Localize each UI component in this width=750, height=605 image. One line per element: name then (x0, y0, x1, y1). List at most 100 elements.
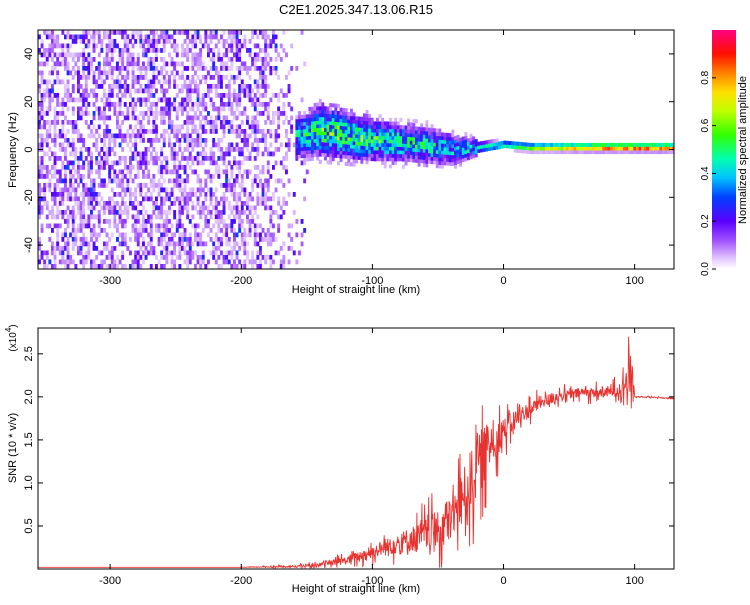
heat-cell (287, 192, 291, 197)
heat-cell (264, 120, 268, 125)
heat-cell (175, 70, 179, 76)
heat-cell (217, 115, 221, 121)
heat-cell (220, 34, 223, 40)
heat-cell (116, 201, 119, 206)
heat-cell (430, 127, 434, 132)
heat-cell (417, 126, 421, 131)
heat-cell (399, 139, 403, 144)
heat-cell (269, 205, 273, 211)
heat-cell (108, 174, 112, 179)
heat-cell (298, 115, 301, 120)
heat-cell (630, 142, 634, 147)
heat-cell (610, 150, 613, 155)
heat-cell (110, 133, 114, 139)
heat-cell (316, 102, 320, 107)
heat-cell (152, 205, 156, 211)
heat-cell (121, 196, 125, 202)
heat-cell (649, 142, 652, 147)
heat-cell (45, 30, 49, 35)
heat-cell (136, 250, 140, 256)
heat-cell (261, 34, 265, 40)
heat-cell (324, 113, 327, 118)
heat-cell (175, 156, 179, 161)
heat-cell (230, 219, 234, 224)
heat-cell (448, 136, 452, 141)
heat-cell (183, 192, 187, 197)
heat-cell (417, 133, 421, 138)
heat-cell (233, 192, 236, 197)
heat-cell (84, 250, 88, 256)
heat-cell (368, 121, 372, 125)
heat-cell (149, 237, 153, 242)
heat-cell (157, 156, 161, 161)
heat-cell (56, 205, 60, 211)
heat-cell (58, 223, 62, 229)
heat-cell (108, 39, 112, 44)
heat-cell (355, 144, 359, 149)
heat-cell (173, 79, 177, 85)
heat-cell (240, 151, 244, 157)
heat-cell (113, 219, 117, 224)
heat-cell (181, 43, 184, 49)
heat-cell (84, 120, 88, 125)
heat-cell (188, 79, 192, 85)
heat-cell (313, 142, 317, 147)
heat-cell (118, 205, 122, 211)
heat-cell (233, 219, 236, 224)
heat-cell (92, 93, 96, 98)
heat-cell (95, 169, 99, 175)
heat-cell (38, 34, 41, 40)
heat-cell (162, 133, 166, 139)
heat-cell (129, 174, 132, 179)
heat-cell (188, 187, 192, 193)
heat-cell (168, 210, 171, 215)
heat-cell (378, 125, 382, 129)
heat-cell (100, 250, 104, 256)
heat-cell (370, 132, 374, 136)
heat-cell (376, 142, 379, 147)
heat-cell (269, 264, 273, 269)
heat-cell (474, 153, 478, 158)
heat-cell (183, 102, 187, 107)
heat-cell (66, 259, 70, 265)
heat-cell (308, 146, 312, 151)
heat-cell (511, 141, 515, 146)
heat-cell (264, 232, 268, 238)
heat-cell (266, 61, 270, 67)
heat-cell (126, 205, 130, 211)
heat-cell (222, 169, 226, 175)
heat-cell (66, 120, 70, 125)
heat-cell (123, 48, 127, 53)
heat-cell (240, 201, 244, 206)
heat-cell (118, 214, 122, 220)
heat-cell (303, 143, 307, 148)
heat-cell (399, 128, 403, 133)
heat-cell (279, 178, 283, 184)
heat-cell (178, 160, 182, 166)
heat-cell (131, 106, 135, 112)
heat-cell (246, 138, 249, 143)
heat-cell (282, 264, 286, 269)
heat-cell (126, 84, 130, 89)
heat-cell (316, 124, 320, 129)
heat-cell (149, 102, 153, 107)
heat-cell (186, 205, 190, 211)
heat-cell (599, 150, 603, 155)
heat-cell (342, 143, 346, 148)
heat-cell (402, 150, 405, 155)
heat-cell (64, 156, 67, 161)
heat-cell (433, 146, 437, 151)
heat-cell (79, 178, 83, 184)
heat-cell (173, 147, 177, 152)
heat-cell (191, 192, 195, 197)
heat-cell (103, 120, 106, 125)
heat-cell (313, 110, 317, 114)
heat-cell (142, 250, 145, 256)
heat-cell (97, 111, 101, 116)
heat-cell (591, 150, 595, 155)
heat-cell (222, 151, 226, 157)
heat-cell (279, 111, 283, 116)
heat-cell (298, 129, 301, 134)
heat-cell (66, 34, 70, 40)
heat-cell (160, 250, 164, 256)
